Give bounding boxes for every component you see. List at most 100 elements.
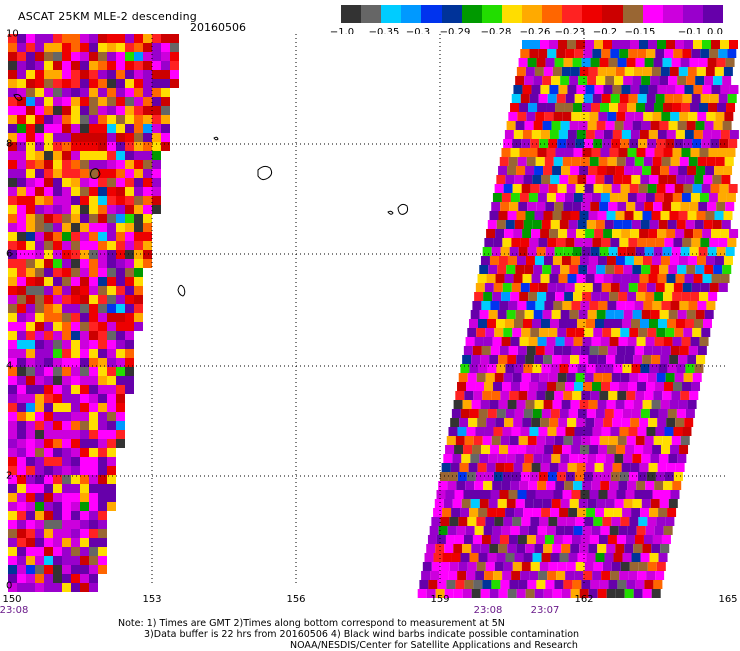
swath-cell: [143, 52, 152, 61]
swath-cell: [554, 580, 564, 589]
swath-cell: [622, 220, 632, 229]
swath-cell: [53, 43, 62, 52]
swath-cell: [17, 133, 26, 142]
swath-cell: [632, 454, 642, 463]
swath-cell: [134, 70, 143, 79]
swath-cell: [517, 490, 527, 499]
swath-cell: [62, 133, 71, 142]
swath-cell: [8, 97, 17, 106]
swath-cell: [684, 274, 694, 283]
swath-cell: [695, 310, 705, 319]
swath-cell: [455, 436, 465, 445]
swath-cell: [80, 205, 89, 214]
swath-cell: [595, 364, 605, 373]
swath-cell: [528, 103, 538, 112]
swath-cell: [152, 142, 161, 151]
swath-cell: [637, 283, 647, 292]
swath-cell: [574, 382, 584, 391]
swath-cell: [624, 211, 634, 220]
swath-cell: [565, 571, 575, 580]
swath-cell: [501, 292, 511, 301]
swath-cell: [583, 49, 593, 58]
swath-cell: [80, 439, 89, 448]
swath-cell: [53, 169, 62, 178]
swath-cell: [125, 43, 134, 52]
swath-cell: [509, 247, 519, 256]
swath-cell: [161, 52, 170, 61]
swath-cell: [625, 301, 635, 310]
swath-cell: [161, 88, 170, 97]
swath-cell: [134, 115, 143, 124]
swath-cell: [8, 556, 17, 565]
swath-cell: [582, 103, 592, 112]
swath-cell: [547, 94, 557, 103]
swath-cell: [53, 403, 62, 412]
swath-cell: [8, 259, 17, 268]
swath-cell: [508, 490, 518, 499]
colorbar-tick-label: −0.23: [554, 27, 586, 38]
swath-cell: [8, 268, 17, 277]
swath-cell: [644, 58, 654, 67]
swath-cell: [615, 355, 625, 364]
swath-cell: [611, 517, 621, 526]
swath-cell: [143, 142, 152, 151]
swath-cell: [492, 193, 502, 202]
swath-cell: [641, 499, 651, 508]
swath-cell: [663, 526, 673, 535]
swath-cell: [589, 445, 599, 454]
swath-cell: [35, 250, 44, 259]
swath-cell: [642, 256, 652, 265]
swath-cell: [709, 238, 719, 247]
swath-cell: [80, 178, 89, 187]
swath-cell: [611, 562, 621, 571]
swath-cell: [720, 40, 729, 49]
swath-cell: [526, 535, 536, 544]
swath-cell: [536, 391, 546, 400]
swath-cell: [573, 337, 583, 346]
swath-cell: [436, 490, 446, 499]
swath-cell: [575, 184, 585, 193]
swath-cell: [116, 223, 125, 232]
swath-cell: [570, 544, 580, 553]
swath-cell: [679, 301, 689, 310]
swath-cell: [510, 292, 520, 301]
swath-cell: [71, 331, 80, 340]
swath-cell: [44, 466, 53, 475]
swath-cell: [672, 103, 682, 112]
swath-cell: [709, 94, 719, 103]
swath-cell: [604, 220, 614, 229]
swath-cell: [557, 139, 567, 148]
swath-cell: [655, 94, 665, 103]
swath-cell: [98, 403, 107, 412]
swath-cell: [640, 175, 650, 184]
swath-cell: [558, 319, 568, 328]
swath-cell: [497, 454, 507, 463]
swath-cell: [597, 400, 607, 409]
swath-cell: [585, 463, 595, 472]
swath-cell: [682, 238, 692, 247]
swath-cell: [696, 166, 706, 175]
swath-cell: [686, 121, 696, 130]
swath-cell: [26, 556, 35, 565]
swath-cell: [647, 139, 657, 148]
swath-cell: [514, 508, 524, 517]
swath-cell: [26, 196, 35, 205]
swath-cell: [543, 544, 553, 553]
longitude-label: 156: [286, 594, 306, 605]
swath-cell: [649, 553, 659, 562]
swath-cell: [134, 313, 143, 322]
swath-cell: [501, 526, 511, 535]
swath-cell: [35, 502, 44, 511]
swath-cell: [53, 547, 62, 556]
swath-cell: [571, 301, 581, 310]
swath-cell: [17, 430, 26, 439]
swath-cell: [143, 133, 152, 142]
swath-cell: [44, 403, 53, 412]
swath-cell: [615, 400, 625, 409]
swath-cell: [692, 373, 702, 382]
swath-cell: [71, 88, 80, 97]
swath-cell: [473, 391, 483, 400]
swath-cell: [639, 418, 649, 427]
swath-cell: [649, 508, 659, 517]
swath-cell: [71, 178, 80, 187]
